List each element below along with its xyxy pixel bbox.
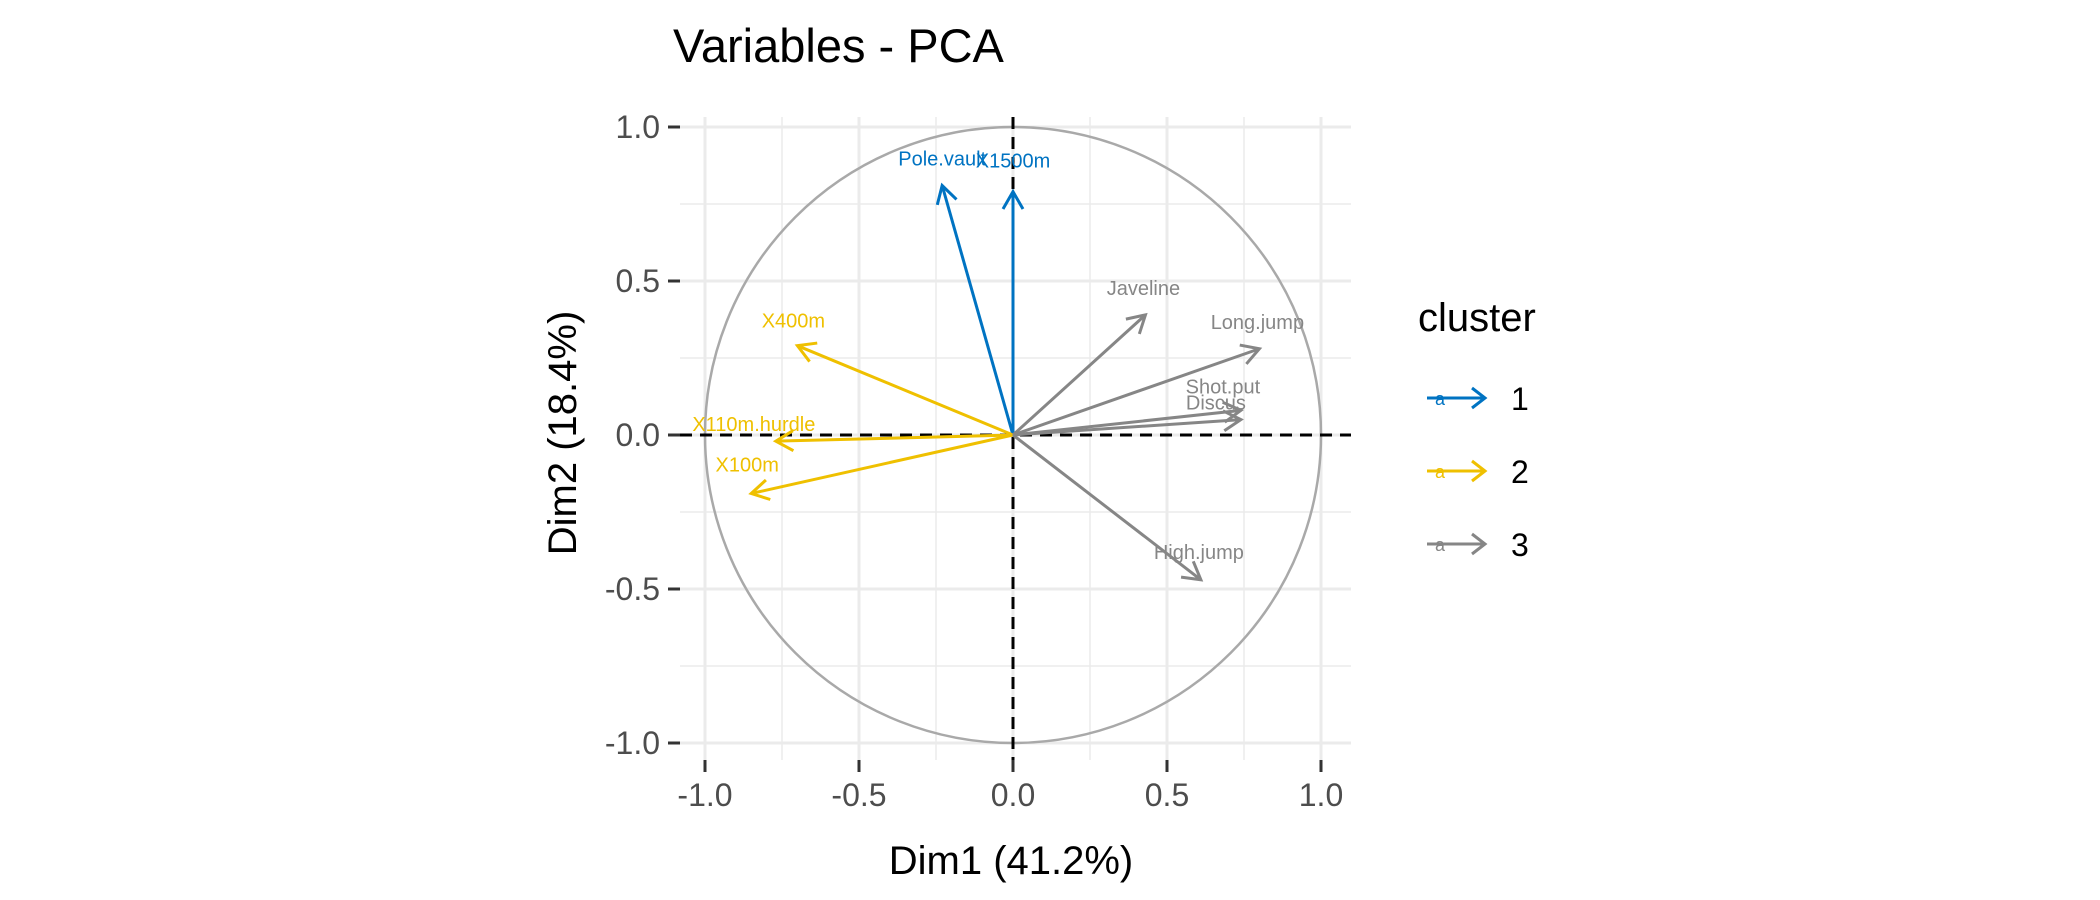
variable-arrows — [748, 182, 1263, 582]
x-tick-label: 0.5 — [1145, 777, 1189, 813]
arrow-shaft — [940, 185, 1015, 436]
label-long-jump: Long.jump — [1211, 312, 1304, 334]
legend-key-arrowhead — [1471, 459, 1488, 483]
y-tick-label: 1.0 — [616, 109, 660, 145]
arrow-head — [748, 478, 771, 501]
x-tick-label: -1.0 — [677, 777, 732, 813]
x-tick-label: 1.0 — [1299, 777, 1343, 813]
label-x110m-hurdle: X110m.hurdle — [692, 414, 815, 436]
label-high-jump: High.jump — [1154, 542, 1244, 564]
arrow-discus — [1012, 409, 1244, 437]
legend-label: 3 — [1511, 527, 1529, 563]
arrow-shaft — [750, 433, 1014, 495]
arrow-head — [1180, 560, 1204, 582]
axes: -1.0 -0.5 0.0 0.5 1.0 -1.0 -0.5 0.0 0.5 1.0 — [605, 109, 1343, 813]
legend-label: 1 — [1511, 381, 1529, 417]
arrow-javeline — [1011, 312, 1148, 437]
legend-title: cluster — [1418, 296, 1536, 340]
arrow-head — [1125, 312, 1148, 335]
x-tick-label: -0.5 — [831, 777, 886, 813]
legend-key-glyph: a — [1435, 535, 1446, 555]
arrow-head — [1222, 400, 1244, 424]
arrow-shaft — [775, 433, 1014, 443]
legend-label: 2 — [1511, 454, 1529, 490]
legend-key-arrowhead — [1471, 386, 1488, 410]
arrow-shaft — [1012, 347, 1260, 437]
label-discus: Discus — [1186, 393, 1246, 415]
arrow-shaft — [796, 344, 1014, 437]
y-tick-label: 0.0 — [616, 417, 660, 453]
arrow-high-jump — [1012, 433, 1204, 582]
y-tick-label: -0.5 — [605, 571, 660, 607]
label-x400m: X400m — [762, 311, 825, 333]
arrow-shaft — [1012, 408, 1242, 437]
y-axis-title: Dim2 (18.4%) — [541, 311, 585, 556]
legend-key-glyph: a — [1435, 462, 1446, 482]
arrow-head — [1222, 409, 1244, 432]
arrow-x110m-hurdle — [772, 429, 1014, 453]
label-pole-vault: Pole.vault — [898, 149, 986, 171]
x-axis-title: Dim1 (41.2%) — [889, 839, 1134, 883]
legend-key-arrowhead — [1471, 532, 1488, 556]
arrow-head — [1239, 343, 1263, 365]
x-tick-label: 0.0 — [991, 777, 1035, 813]
arrow-shaft — [1011, 313, 1147, 437]
arrow-head — [794, 341, 818, 363]
arrow-head — [772, 429, 795, 453]
y-tick-label: 0.5 — [616, 263, 660, 299]
arrow-shaft — [1012, 418, 1242, 437]
chart-title: Variables - PCA — [673, 19, 1005, 72]
arrow-long-jump — [1012, 343, 1263, 437]
arrow-shot-put — [1012, 400, 1244, 437]
label-javeline: Javeline — [1107, 278, 1180, 300]
arrow-head — [935, 182, 958, 206]
arrow-head — [1001, 188, 1025, 210]
arrow-pole-vault — [935, 182, 1015, 436]
label-shot-put: Shot.put — [1186, 376, 1261, 398]
label-x1500m: X1500m — [976, 151, 1051, 173]
arrow-x400m — [794, 341, 1014, 437]
y-tick-label: -1.0 — [605, 725, 660, 761]
arrow-x1500m — [1001, 188, 1025, 435]
legend-key-glyph: a — [1435, 389, 1446, 409]
label-x100m: X100m — [716, 455, 779, 477]
arrow-x100m — [748, 433, 1014, 501]
legend: cluster a 1a 2a 3 — [1418, 296, 1536, 563]
arrow-shaft — [1012, 433, 1202, 581]
